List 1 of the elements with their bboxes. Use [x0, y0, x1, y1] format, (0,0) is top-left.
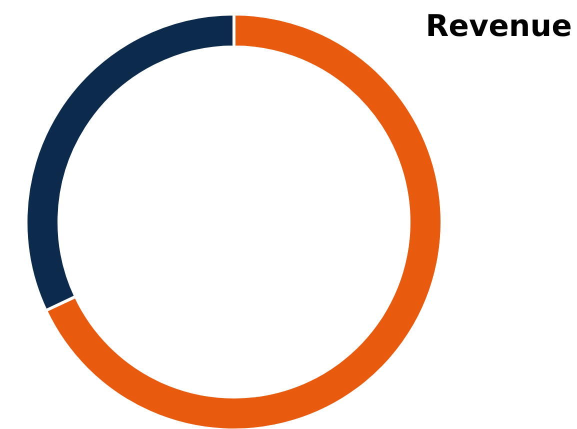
chart-title: Revenue: [426, 9, 572, 44]
